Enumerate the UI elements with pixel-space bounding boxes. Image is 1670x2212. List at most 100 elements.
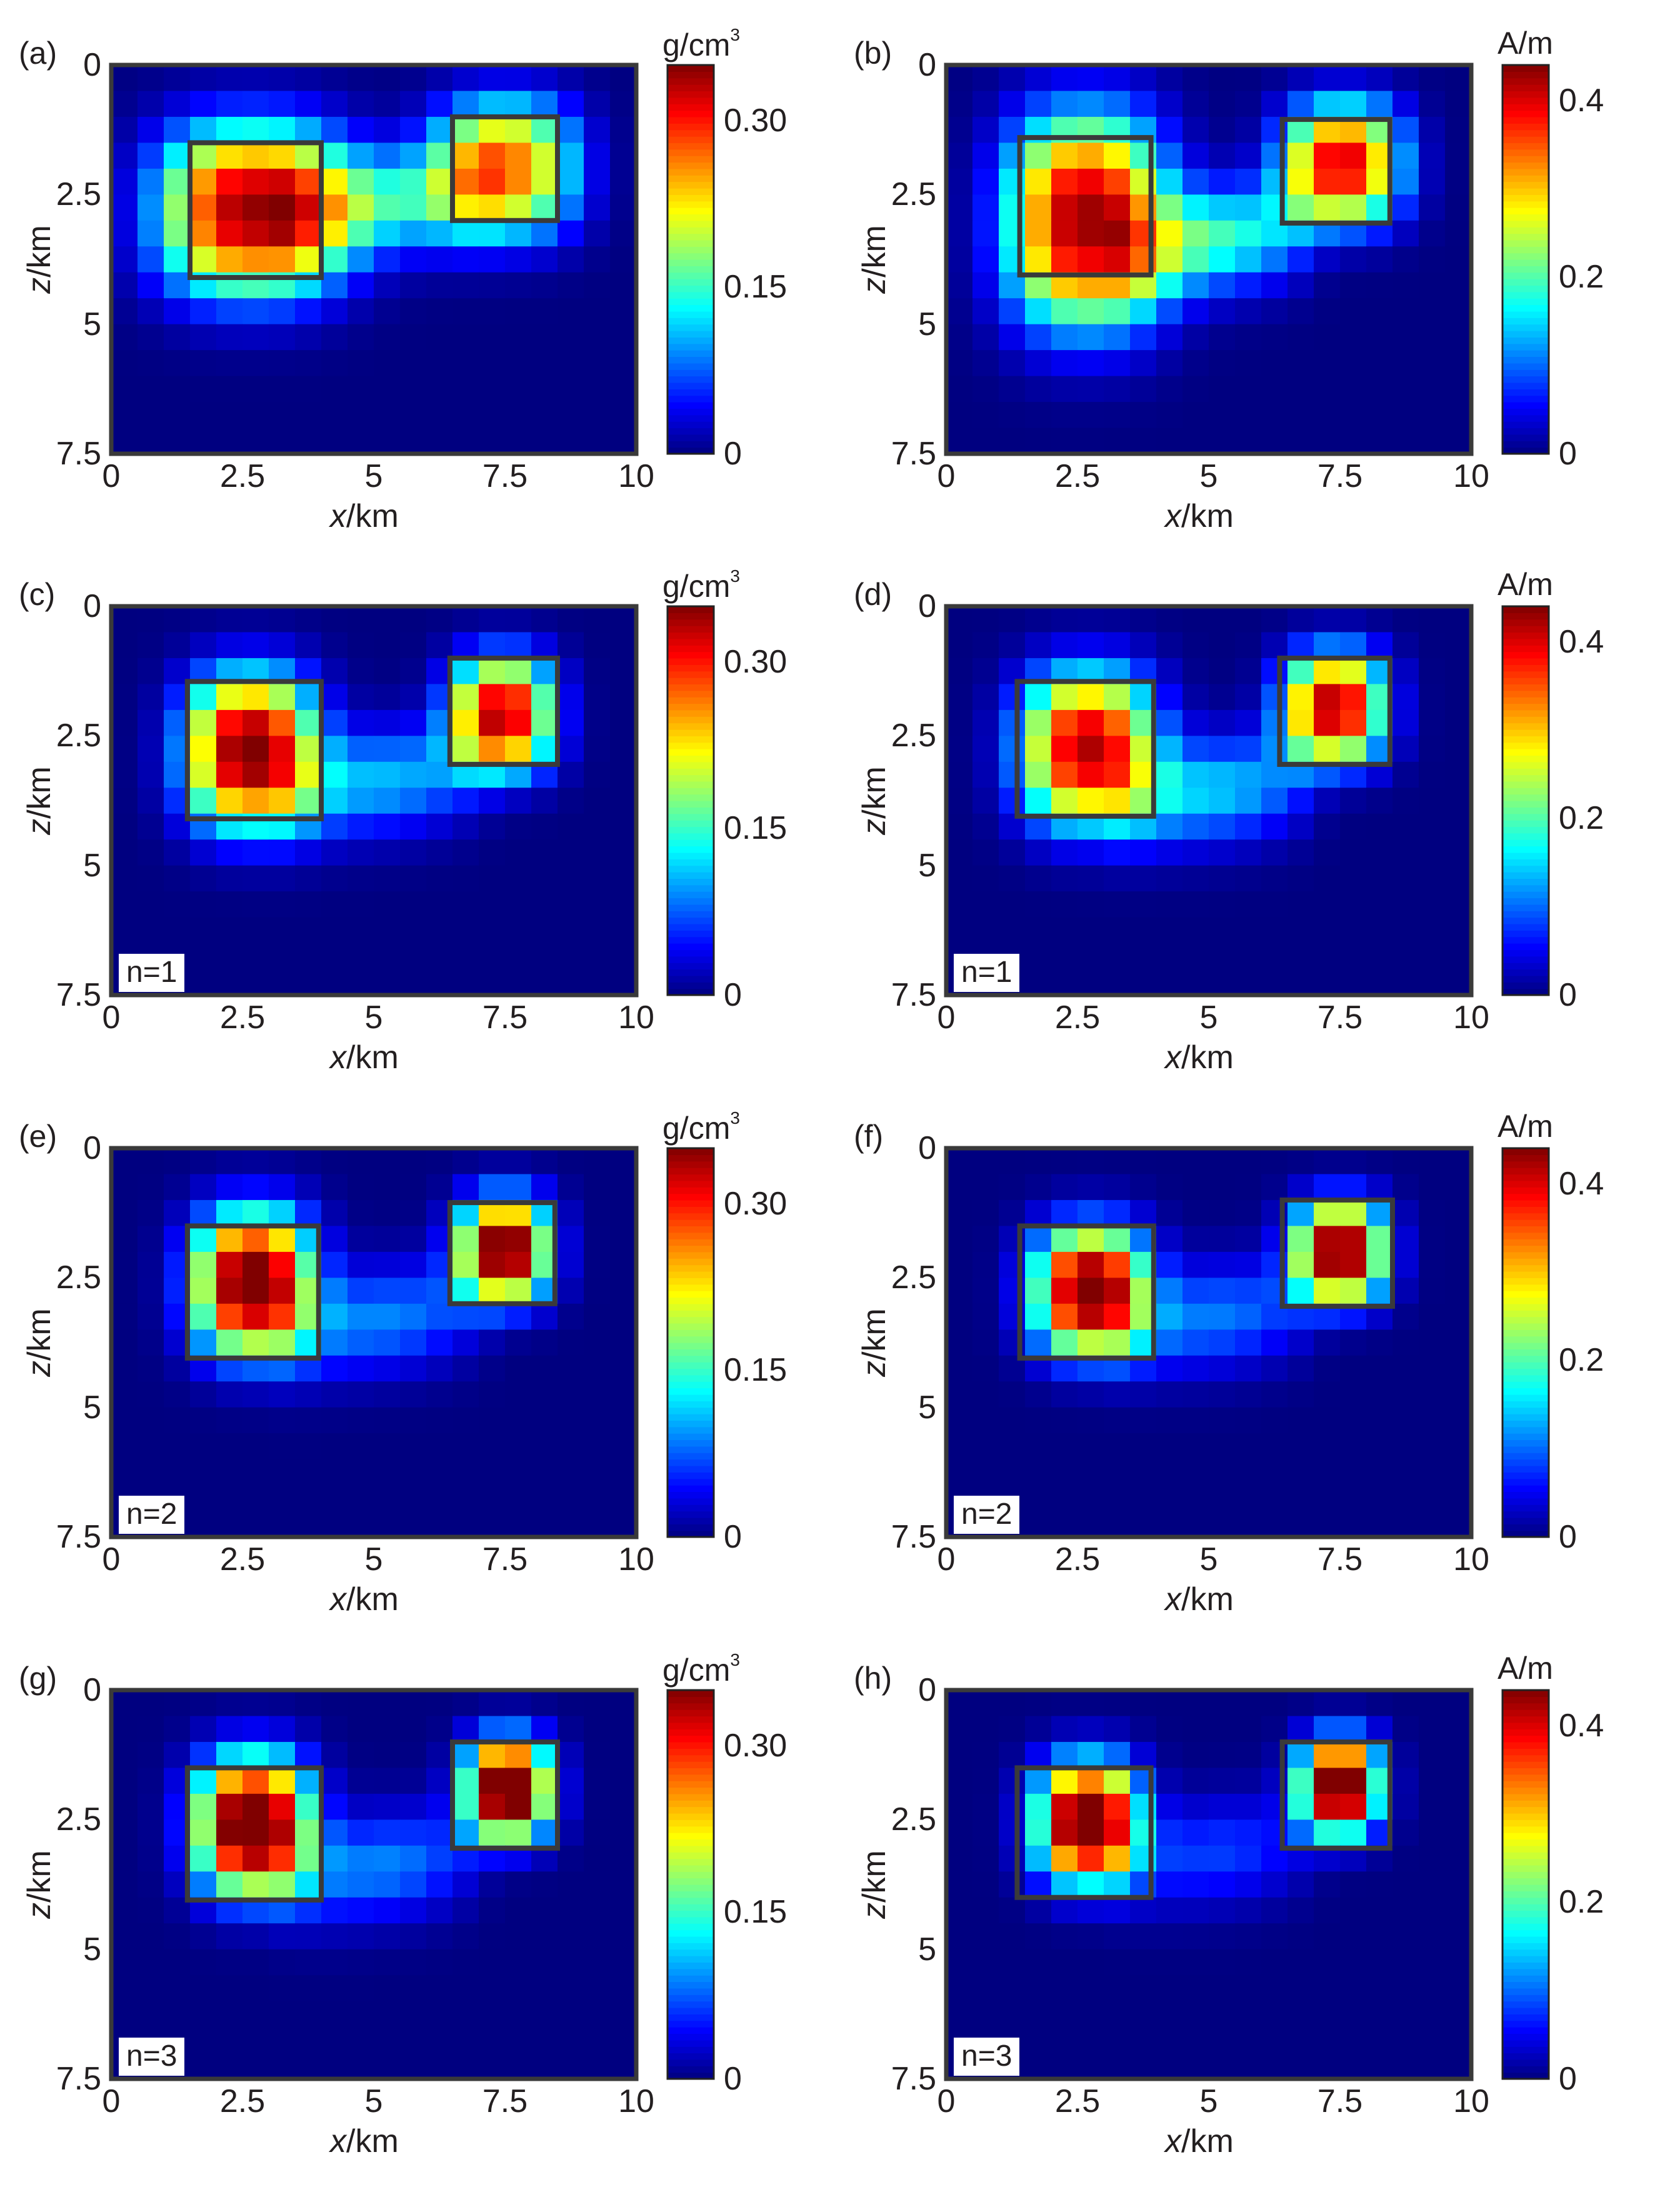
heatmap-cell: [505, 1174, 532, 1201]
colorbar-segment: [668, 402, 714, 409]
heatmap-cell: [1392, 658, 1419, 684]
colorbar-segment: [668, 1459, 714, 1466]
colorbar-segment: [668, 671, 714, 678]
x-tick-label: 2.5: [1052, 999, 1102, 1036]
colorbar-segment: [668, 1774, 714, 1781]
heatmap-cell: [242, 969, 269, 996]
heatmap-cell: [242, 246, 269, 273]
heatmap-cell: [505, 684, 532, 711]
colorbar-segment: [1502, 1910, 1549, 1918]
heatmap-cell: [1209, 1949, 1236, 1976]
colorbar-segment: [1502, 1362, 1549, 1369]
heatmap-cell: [1104, 1199, 1131, 1226]
heatmap-cell: [1419, 1251, 1446, 1278]
heatmap-cell: [1051, 143, 1078, 169]
colorbar-segment: [1502, 1291, 1549, 1298]
heatmap-cell: [1314, 632, 1341, 659]
heatmap-cell: [321, 1381, 348, 1408]
heatmap-cell: [1209, 709, 1236, 736]
heatmap-cell: [1130, 969, 1157, 996]
colorbar-segment: [1502, 447, 1549, 454]
colorbar-segment: [668, 1994, 714, 2002]
heatmap-cell: [1130, 1716, 1157, 1743]
heatmap-cell: [1392, 943, 1419, 970]
heatmap-cell: [269, 736, 296, 763]
heatmap-cell: [426, 91, 453, 118]
heatmap-cell: [1419, 813, 1446, 840]
heatmap-cell: [972, 1199, 999, 1226]
heatmap-cell: [216, 684, 243, 711]
heatmap-cell: [558, 1278, 584, 1304]
heatmap-cell: [1182, 865, 1209, 892]
heatmap-cell: [479, 606, 506, 633]
heatmap-cell: [999, 298, 1026, 325]
x-axis-var: x: [330, 498, 346, 534]
heatmap-cell: [374, 865, 401, 892]
colorbar-segment: [1502, 865, 1549, 873]
heatmap-cell: [242, 1975, 269, 2002]
heatmap-cell: [269, 891, 296, 918]
heatmap-cell: [1104, 709, 1131, 736]
heatmap-cell: [1366, 428, 1393, 454]
heatmap-cell: [610, 606, 637, 633]
heatmap-cell: [946, 1407, 973, 1434]
heatmap-cell: [1314, 324, 1341, 351]
colorbar-segment: [668, 376, 714, 383]
colorbar-segment: [668, 898, 714, 905]
heatmap-cell: [1419, 194, 1446, 221]
colorbar-tick-text: 0.4: [1559, 1165, 1604, 1202]
heatmap-cell: [479, 1690, 506, 1717]
z-axis-var: z: [21, 818, 58, 835]
heatmap-cell: [295, 1793, 322, 1820]
heatmap-cell: [1314, 2001, 1341, 2028]
colorbar-segment: [668, 632, 714, 639]
colorbar-segment: [668, 123, 714, 131]
colorbar-segment: [668, 136, 714, 143]
colorbar-segment: [668, 1748, 714, 1756]
heatmap-cell: [972, 220, 999, 247]
heatmap-cell: [1366, 1690, 1393, 1717]
heatmap-cell: [426, 1975, 453, 2002]
heatmap-cell: [1392, 246, 1419, 273]
colorbar-segment: [668, 350, 714, 358]
heatmap-cell: [426, 1741, 453, 1768]
heatmap-svg: [109, 63, 715, 456]
heatmap-cell: [190, 350, 217, 377]
colorbar-segment: [1502, 194, 1549, 202]
heatmap-cell: [1340, 1741, 1367, 1768]
panel-label-text: (d): [854, 577, 892, 612]
heatmap-cell: [1445, 1407, 1472, 1434]
heatmap-cell: [1392, 194, 1419, 221]
heatmap-cell: [946, 736, 973, 763]
heatmap-cell: [558, 220, 584, 247]
heatmap-svg: [109, 604, 715, 998]
colorbar-tick-text: 0: [1559, 436, 1577, 472]
heatmap-cell: [295, 1690, 322, 1717]
heatmap-cell: [138, 272, 164, 299]
colorbar-tick-label: 0: [1559, 1518, 1577, 1556]
heatmap-cell: [1078, 917, 1104, 944]
x-tick-text: 5: [1199, 999, 1218, 1036]
heatmap-cell: [558, 91, 584, 118]
colorbar-segment: [668, 110, 714, 118]
heatmap-cell: [111, 220, 138, 247]
heatmap-cell: [138, 168, 164, 195]
heatmap-cell: [374, 736, 401, 763]
heatmap-cell: [505, 194, 532, 221]
heatmap-cell: [190, 143, 217, 169]
heatmap-cell: [1366, 65, 1393, 92]
colorbar-tick-label: 0: [1559, 2060, 1577, 2098]
colorbar-segment: [1502, 2053, 1549, 2060]
colorbar-segment: [1502, 930, 1549, 938]
heatmap-cell: [400, 606, 427, 633]
heatmap-cell: [479, 2027, 506, 2054]
heatmap-cell: [1445, 761, 1472, 788]
x-tick-label: 5: [1184, 458, 1234, 495]
heatmap-cell: [1261, 350, 1288, 377]
heatmap-cell: [242, 1819, 269, 1846]
heatmap-cell: [1156, 350, 1183, 377]
heatmap-cell: [269, 684, 296, 711]
heatmap-cell: [242, 324, 269, 351]
colorbar-tick-label: 0.4: [1559, 1707, 1604, 1744]
heatmap-cell: [1288, 1793, 1314, 1820]
